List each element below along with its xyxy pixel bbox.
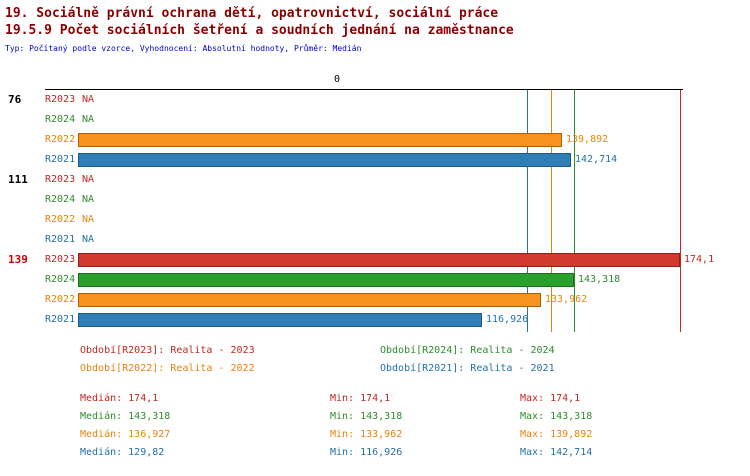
legend-item-R2023: Období[R2023]: Realita - 2023 [80, 345, 255, 356]
series-label-R2022: R2022 [45, 214, 76, 225]
stat-max-R2023: Max: 174,1 [520, 393, 581, 404]
bar-value-label: 174,1 [684, 254, 715, 265]
na-value-label: NA [82, 94, 95, 105]
stat-median-R2022: Medián: 136,927 [80, 429, 171, 440]
series-label-R2021: R2021 [45, 314, 76, 325]
series-label-R2021: R2021 [45, 234, 76, 245]
series-label-R2023: R2023 [45, 254, 76, 265]
series-label-R2024: R2024 [45, 194, 76, 205]
bar-value-label: 116,926 [486, 314, 529, 325]
series-label-R2024: R2024 [45, 274, 76, 285]
bar-R2021 [78, 313, 482, 327]
stat-max-R2021: Max: 142,714 [520, 447, 593, 458]
bar-R2022 [78, 133, 562, 147]
median-line-R2023 [680, 90, 681, 332]
series-label-R2022: R2022 [45, 294, 76, 305]
series-label-R2023: R2023 [45, 174, 76, 185]
bar-value-label: 139,892 [566, 134, 609, 145]
stat-max-R2022: Max: 139,892 [520, 429, 593, 440]
group-label-111: 111 [8, 173, 28, 186]
bar-R2024 [78, 273, 574, 287]
na-value-label: NA [82, 214, 95, 225]
legend-item-R2021: Období[R2021]: Realita - 2021 [380, 363, 555, 374]
chart-title-line2: 19.5.9 Počet sociálních šetření a soudní… [5, 23, 514, 38]
x-axis-line [45, 89, 683, 90]
na-value-label: NA [82, 194, 95, 205]
stat-median-R2024: Medián: 143,318 [80, 411, 171, 422]
series-label-R2024: R2024 [45, 114, 76, 125]
bar-R2023 [78, 253, 680, 267]
median-line-R2021 [527, 90, 528, 332]
stat-min-R2024: Min: 143,318 [330, 411, 403, 422]
stat-median-R2023: Medián: 174,1 [80, 393, 159, 404]
bar-value-label: 143,318 [578, 274, 621, 285]
na-value-label: NA [82, 174, 95, 185]
chart-subtitle: Typ: Počítaný podle vzorce, Vyhodnocení:… [5, 44, 362, 53]
bar-value-label: 133,962 [545, 294, 588, 305]
legend-item-R2024: Období[R2024]: Realita - 2024 [380, 345, 555, 356]
legend-item-R2022: Období[R2022]: Realita - 2022 [80, 363, 255, 374]
group-label-139: 139 [8, 253, 28, 266]
stat-median-R2021: Medián: 129,82 [80, 447, 165, 458]
bar-R2022 [78, 293, 541, 307]
na-value-label: NA [82, 114, 95, 125]
bar-value-label: 142,714 [575, 154, 618, 165]
stat-min-R2021: Min: 116,926 [330, 447, 403, 458]
series-label-R2022: R2022 [45, 134, 76, 145]
bar-R2021 [78, 153, 571, 167]
stat-min-R2022: Min: 133,962 [330, 429, 403, 440]
x-axis-zero-label: 0 [334, 74, 341, 85]
stat-min-R2023: Min: 174,1 [330, 393, 391, 404]
chart-title-line1: 19. Sociálně právní ochrana dětí, opatro… [5, 6, 499, 21]
stat-max-R2024: Max: 143,318 [520, 411, 593, 422]
na-value-label: NA [82, 234, 95, 245]
median-line-R2024 [574, 90, 575, 332]
median-line-R2022 [551, 90, 552, 332]
series-label-R2021: R2021 [45, 154, 76, 165]
group-label-76: 76 [8, 93, 22, 106]
series-label-R2023: R2023 [45, 94, 76, 105]
